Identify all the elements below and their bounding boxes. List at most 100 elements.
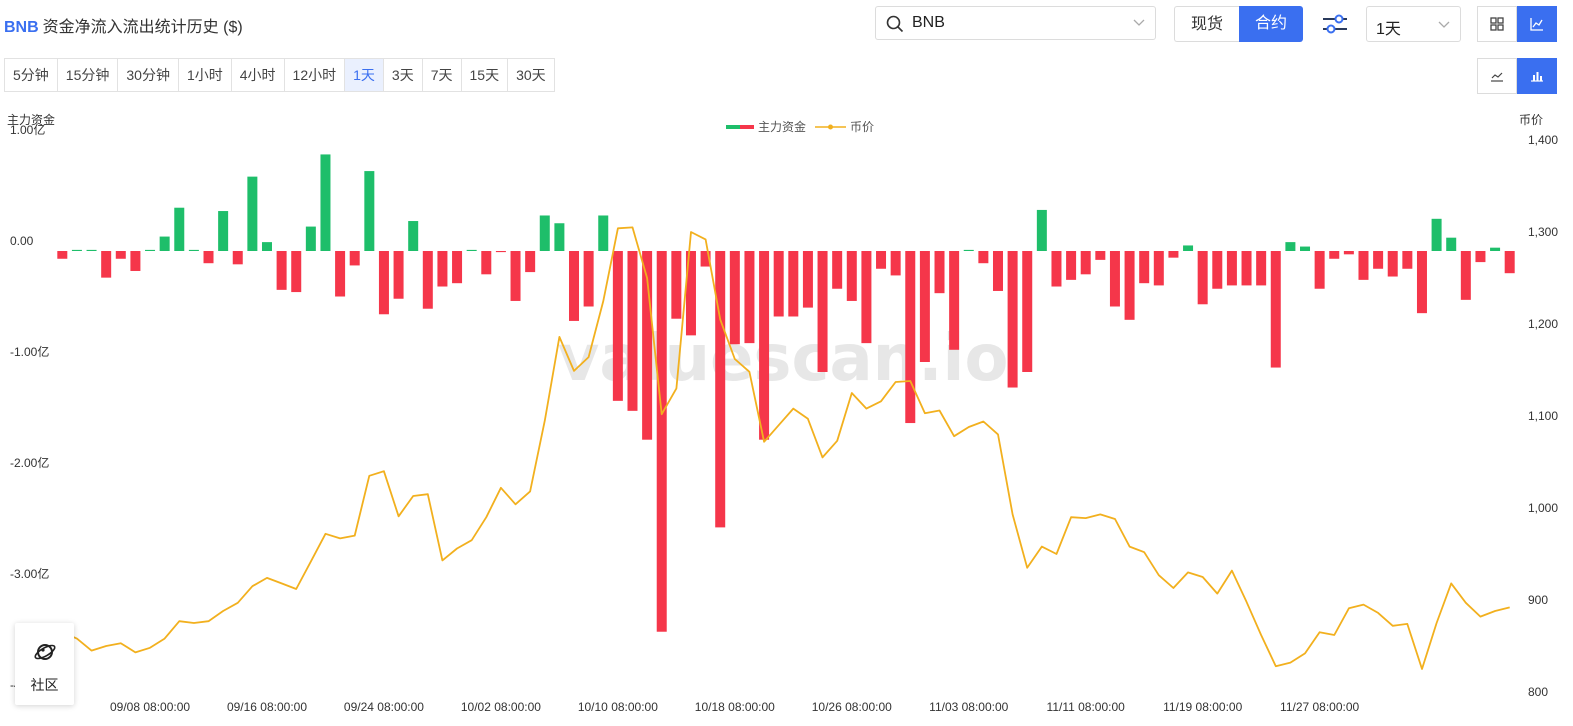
bar-mode-button[interactable]: [1517, 58, 1557, 94]
flow-bar: [1329, 251, 1340, 259]
flow-bar: [86, 249, 97, 251]
legend-label-price: 币价: [850, 120, 874, 134]
chevron-down-icon[interactable]: [1133, 19, 1145, 27]
tab-15m[interactable]: 15分钟: [58, 59, 119, 91]
flow-bar: [218, 211, 229, 251]
flow-bar: [145, 249, 156, 251]
flow-bar: [452, 251, 463, 284]
flow-bar: [832, 251, 843, 289]
line-chart-icon: [1530, 18, 1543, 31]
flow-bar: [1051, 251, 1062, 287]
tab-30m[interactable]: 30分钟: [118, 59, 179, 91]
legend-swatch-outflow: [740, 125, 754, 129]
flow-bar: [802, 251, 813, 308]
flow-bar: [408, 221, 419, 251]
flow-bar: [101, 251, 112, 278]
left-tick-label: 1.00亿: [10, 122, 45, 137]
flow-bar: [174, 207, 185, 251]
coin-symbol: BNB: [4, 19, 39, 36]
flow-bar: [1475, 251, 1486, 263]
flow-bar: [495, 251, 506, 253]
flow-bar: [1007, 251, 1018, 388]
right-tick-label: 1,000: [1528, 501, 1558, 515]
flow-bar: [437, 251, 448, 287]
flow-bar: [159, 236, 170, 251]
flow-bar: [861, 251, 872, 344]
flow-bar: [846, 251, 857, 301]
flow-bar: [261, 242, 272, 251]
line-mode-button[interactable]: [1477, 58, 1517, 94]
chart-view-button[interactable]: [1517, 6, 1557, 42]
left-tick-label: -2.00亿: [10, 455, 49, 470]
left-tick-label: -3.00亿: [10, 566, 49, 581]
flow-bar: [685, 251, 696, 336]
tab-4h[interactable]: 4小时: [232, 59, 285, 91]
flow-bar: [525, 251, 536, 273]
flow-bar: [481, 251, 492, 275]
search-input[interactable]: [912, 13, 1102, 33]
flow-bar: [305, 226, 316, 251]
tab-5m[interactable]: 5分钟: [5, 59, 58, 91]
flow-bar: [291, 251, 302, 293]
community-label: 社区: [30, 677, 59, 693]
market-switch: 现货 合约: [1174, 6, 1304, 42]
flow-bar: [115, 251, 126, 259]
flow-bar: [57, 251, 68, 259]
community-button[interactable]: 社区: [15, 623, 74, 705]
flow-bar: [1446, 237, 1457, 251]
flow-bar: [642, 251, 653, 440]
chevron-down-icon: [1438, 21, 1450, 28]
flow-bar: [1153, 251, 1164, 286]
tab-3d[interactable]: 3天: [384, 59, 423, 91]
grid-icon: [1490, 17, 1504, 31]
flow-bar: [1343, 251, 1354, 255]
flow-bar: [963, 249, 974, 251]
flow-bar: [1504, 251, 1515, 274]
flow-bar: [700, 251, 711, 267]
tab-15d[interactable]: 15天: [462, 59, 509, 91]
flow-bar: [276, 251, 287, 290]
flow-bar: [1124, 251, 1135, 320]
tab-30d[interactable]: 30天: [516, 67, 546, 83]
right-tick-label: 800: [1528, 685, 1548, 699]
x-tick-label: 10/18 08:00:00: [695, 700, 775, 714]
flow-bar: [1168, 251, 1179, 258]
flow-bar: [598, 215, 609, 251]
flow-bar: [1212, 251, 1223, 289]
flow-bar: [1256, 251, 1267, 286]
flow-bar: [919, 251, 930, 362]
flow-bar: [510, 251, 521, 301]
flow-bar: [569, 251, 580, 321]
flow-bar: [876, 251, 887, 269]
flow-bar: [71, 249, 82, 251]
flow-bar: [1490, 247, 1501, 251]
flow-bar: [992, 251, 1003, 291]
flow-bar: [1080, 251, 1091, 275]
flow-bar: [364, 171, 375, 251]
flow-bar: [1197, 251, 1208, 305]
flow-bar: [349, 251, 360, 266]
tab-1h[interactable]: 1小时: [179, 59, 232, 91]
flow-bar: [978, 251, 989, 264]
x-tick-label: 10/26 08:00:00: [812, 700, 892, 714]
flow-bar: [1416, 251, 1427, 314]
flow-bar: [1285, 242, 1296, 251]
flow-bar: [1373, 251, 1384, 269]
tab-7d[interactable]: 7天: [423, 59, 462, 91]
interval-select-value: 1天: [1376, 21, 1401, 38]
x-tick-label: 09/24 08:00:00: [344, 700, 424, 714]
grid-view-button[interactable]: [1477, 6, 1517, 42]
flow-bar: [393, 251, 404, 299]
interval-select[interactable]: 1天: [1366, 6, 1461, 42]
tab-1d[interactable]: 1天: [345, 59, 384, 91]
tab-12h[interactable]: 12小时: [285, 59, 346, 91]
flow-bar: [817, 251, 828, 372]
x-tick-label: 11/11 08:00:00: [1047, 700, 1126, 714]
coin-search[interactable]: [875, 6, 1156, 40]
filter-settings-icon[interactable]: [1320, 12, 1350, 36]
flow-bar: [247, 176, 258, 251]
spot-tab[interactable]: 现货: [1174, 6, 1240, 42]
futures-tab[interactable]: 合约: [1239, 6, 1304, 42]
flow-bar: [715, 251, 726, 528]
flow-bar: [905, 251, 916, 424]
